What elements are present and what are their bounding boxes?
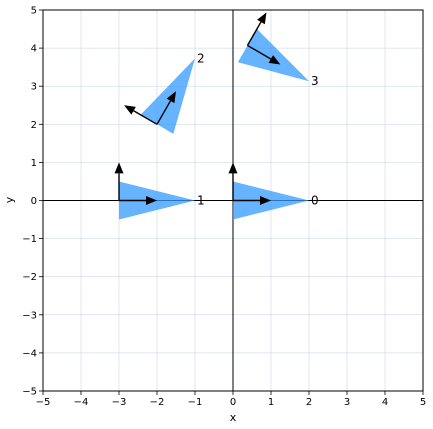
y-tick-label: 2 bbox=[31, 120, 37, 131]
x-tick-label: 5 bbox=[420, 397, 426, 408]
y-tick-label: 4 bbox=[31, 44, 37, 55]
triangle-label: 2 bbox=[197, 51, 205, 65]
axis-arrow-head bbox=[268, 55, 281, 65]
x-tick-label: 3 bbox=[344, 397, 350, 408]
axis-arrow-head bbox=[260, 196, 271, 205]
axis-arrow-shaft bbox=[156, 100, 172, 125]
axis-arrow-shaft bbox=[246, 21, 262, 46]
triangles: 0 1 2 3 bbox=[114, 12, 319, 220]
y-tick-label: −4 bbox=[22, 348, 37, 359]
axis-arrow-head bbox=[257, 12, 267, 25]
y-tick-label: −5 bbox=[22, 387, 37, 398]
x-tick-label: 2 bbox=[306, 397, 312, 408]
x-tick-label: −2 bbox=[150, 397, 165, 408]
y-tick-label: 3 bbox=[31, 82, 37, 93]
axis-arrow-head bbox=[114, 162, 124, 174]
x-tick-label: 0 bbox=[230, 397, 236, 408]
y-tick-label: 5 bbox=[31, 6, 37, 17]
x-tick-label: −5 bbox=[36, 397, 51, 408]
y-tick-label: −1 bbox=[22, 234, 37, 245]
axis-arrow-head bbox=[228, 162, 238, 174]
x-tick-label: −1 bbox=[188, 397, 203, 408]
y-tick-label: −3 bbox=[22, 310, 37, 321]
axis-arrow-head bbox=[166, 91, 176, 104]
y-tick-label: −2 bbox=[22, 272, 37, 283]
triangle-fill bbox=[140, 58, 195, 134]
triangle-2: 2 bbox=[124, 51, 205, 134]
x-tick-label: 1 bbox=[268, 397, 274, 408]
y-tick-label: 1 bbox=[31, 158, 37, 169]
y-tick-label: 0 bbox=[31, 196, 37, 207]
x-tick-label: 4 bbox=[382, 397, 388, 408]
axis-arrow-shaft bbox=[133, 110, 158, 125]
triangle-1: 1 bbox=[114, 162, 205, 220]
triangle-3: 3 bbox=[237, 12, 319, 88]
triangle-label: 1 bbox=[197, 194, 205, 208]
axis-arrow-head bbox=[146, 196, 157, 205]
x-tick-label: −4 bbox=[74, 397, 89, 408]
x-axis-label: x bbox=[230, 411, 237, 424]
triangle-label: 0 bbox=[311, 194, 319, 208]
x-tick-label: −3 bbox=[112, 397, 127, 408]
axis-arrow-shaft bbox=[247, 44, 272, 60]
axis-arrow-head bbox=[124, 105, 136, 115]
y-axis-label: y bbox=[3, 196, 16, 203]
ticks: −5 −4 −3 −2 −1 0 1 2 3 4 5 −5 −4 −3 −2 −1 0 1 2 3 4 5 bbox=[22, 6, 426, 409]
triangle-0: 0 bbox=[228, 162, 319, 220]
triangle-label: 3 bbox=[311, 74, 319, 88]
triangle-fill bbox=[237, 29, 309, 82]
